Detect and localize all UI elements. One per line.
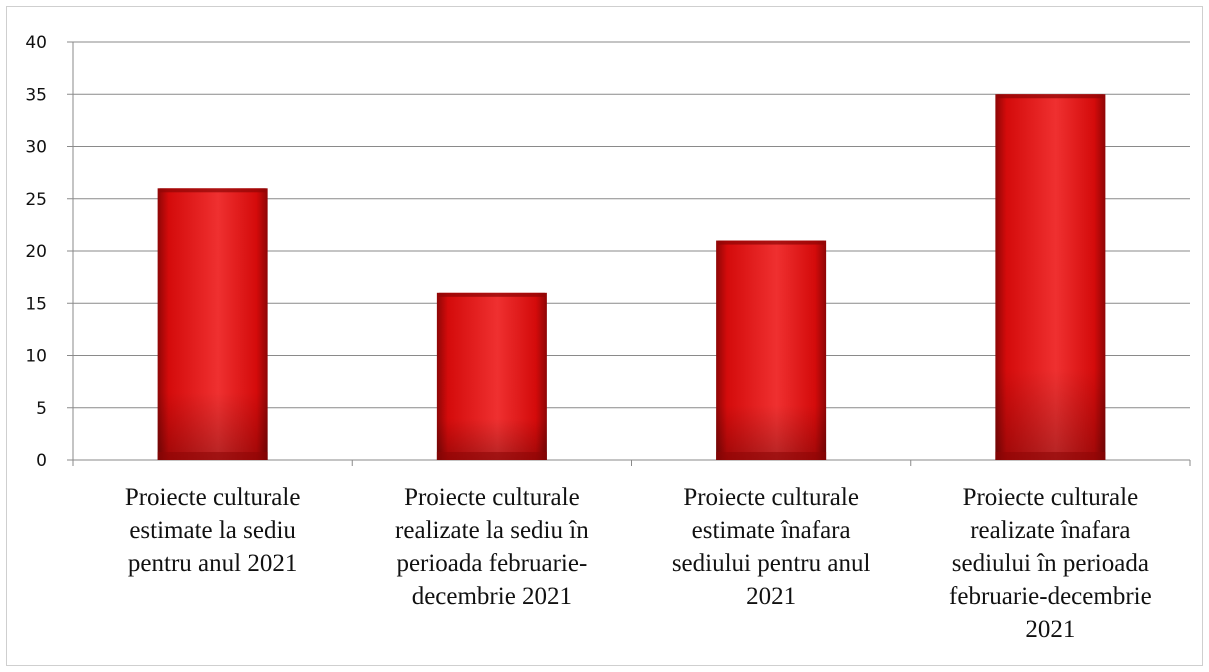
bars [157, 94, 1106, 461]
y-tick-label: 20 [25, 242, 47, 262]
x-category-label-line: realizate la sediu în [395, 517, 589, 544]
y-tick-label: 15 [25, 294, 47, 314]
bar-base [716, 452, 827, 460]
bar [716, 240, 827, 460]
bar-shade [436, 292, 547, 460]
y-tick-label: 30 [25, 138, 47, 158]
y-axis: 0 5 10 15 20 25 30 35 40 [25, 33, 74, 471]
bar-shade [716, 240, 827, 460]
x-category-label-line: estimate înafara [692, 517, 851, 544]
y-tick-label: 40 [25, 33, 47, 53]
y-tick-label: 5 [36, 399, 47, 419]
x-category-label-line: 2021 [746, 583, 796, 610]
bar [436, 292, 547, 460]
x-category-label-line: pentru anul 2021 [128, 550, 297, 577]
x-category-label: Proiecte culturale realizate la sediu în p… [395, 484, 589, 610]
x-category-label-line: Proiecte culturale [125, 484, 301, 511]
bar-shade [157, 188, 268, 461]
x-category-label: Proiecte culturale realizate înafara sediu… [949, 484, 1152, 643]
y-tick-label: 25 [25, 190, 47, 210]
x-category-label-line: realizate înafara [970, 517, 1130, 544]
x-category-label-line: sediului în perioada [952, 550, 1149, 577]
x-category-label-line: Proiecte culturale [404, 484, 580, 511]
x-category-label-line: perioada februarie- [396, 550, 587, 577]
x-category-label-line: Proiecte culturale [683, 484, 859, 511]
x-category-label-line: sediului pentru anul [672, 550, 871, 577]
y-tick-label: 10 [25, 347, 47, 367]
x-category-label-line: 2021 [1025, 616, 1075, 643]
bar-base [995, 452, 1106, 460]
x-axis: Proiecte culturale estimate la sediu pentr… [72, 460, 1191, 643]
y-tick-label: 0 [36, 451, 47, 471]
bar-base [436, 452, 547, 460]
x-category-label: Proiecte culturale estimate la sediu pentr… [125, 484, 301, 577]
bar-top-edge [997, 94, 1104, 99]
bar-top-edge [438, 292, 545, 297]
bar [157, 188, 268, 461]
x-category-label-line: Proiecte culturale [963, 484, 1139, 511]
x-category-label-line: decembrie 2021 [412, 583, 572, 610]
bar-shade [995, 94, 1106, 460]
x-category-label-line: februarie-decembrie [949, 583, 1152, 610]
bar [995, 94, 1106, 460]
x-category-label-line: estimate la sediu [129, 517, 296, 544]
bar-top-edge [159, 188, 266, 193]
y-tick-label: 35 [25, 85, 47, 105]
bar-top-edge [718, 240, 825, 245]
bar-base [157, 452, 268, 460]
x-category-label: Proiecte culturale estimate înafara sediul… [672, 484, 871, 610]
